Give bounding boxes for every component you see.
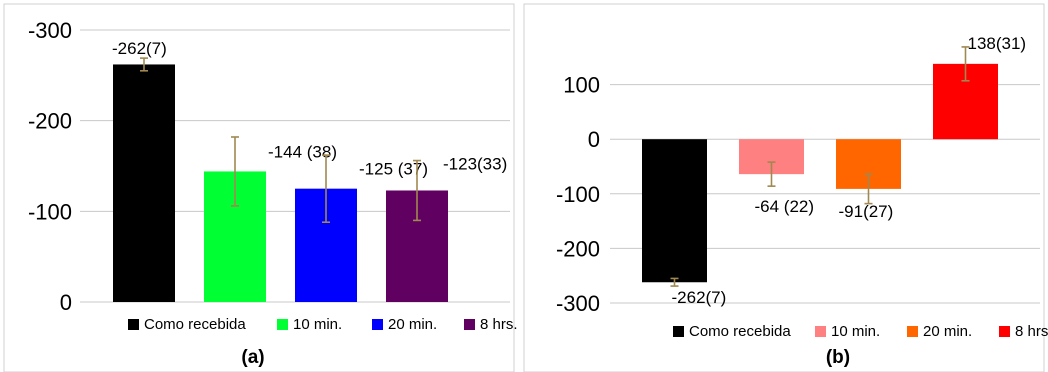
- legend-label: 8 hrs.: [480, 316, 518, 333]
- error-bar: [413, 159, 421, 222]
- data-label: -262(7): [112, 39, 167, 58]
- legend-swatch: [815, 326, 826, 337]
- legend-swatch: [277, 319, 288, 330]
- y-tick-label: -200: [28, 109, 72, 134]
- panel-a: -300 -200 -100 0 -262(7) -144 (38) -125 (37) -1…: [3, 3, 518, 372]
- legend-swatch: [999, 326, 1010, 337]
- data-label: -125 (37): [359, 160, 428, 179]
- y-tick-label: 0: [60, 290, 72, 315]
- y-tick-label: -300: [28, 18, 72, 43]
- y-tick-label: 100: [563, 73, 600, 98]
- panel-label: (b): [826, 347, 850, 368]
- error-bar: [864, 173, 873, 205]
- y-tick-label: -200: [556, 236, 600, 261]
- y-tick-label: -300: [556, 291, 600, 316]
- legend-swatch: [464, 319, 475, 330]
- data-label: 138(31): [968, 34, 1027, 53]
- legend-swatch: [673, 326, 684, 337]
- legend-label: Como recebida: [144, 316, 246, 333]
- data-label: -91(27): [839, 202, 894, 221]
- legend-label: 20 min.: [923, 323, 972, 340]
- data-label: -64 (22): [755, 197, 815, 216]
- data-label: -123(33): [443, 154, 507, 173]
- panel-b: -300 -200 -100 0 100 -262(7) -64 (22) -91(27) 13…: [523, 3, 1048, 372]
- error-bar: [670, 277, 679, 287]
- data-label: -144 (38): [268, 142, 337, 161]
- legend-swatch: [372, 319, 383, 330]
- error-bar: [767, 161, 776, 187]
- data-label: -262(7): [672, 288, 727, 307]
- panel-label: (a): [241, 347, 264, 368]
- error-bar: [231, 136, 239, 207]
- legend-swatch: [128, 319, 139, 330]
- error-bar: [961, 46, 970, 82]
- legend-label: 20 min.: [388, 316, 437, 333]
- y-tick-label: 0: [588, 127, 600, 152]
- y-tick-label: -100: [556, 182, 600, 207]
- legend: Como recebida 10 min. 20 min. 8 hrs.: [673, 323, 1048, 340]
- legend: Como recebida 10 min. 20 min. 8 hrs.: [128, 316, 518, 333]
- y-tick-label: -100: [28, 199, 72, 224]
- legend-label: 10 min.: [293, 316, 342, 333]
- legend-label: 8 hrs.: [1015, 323, 1048, 340]
- legend-label: 10 min.: [831, 323, 880, 340]
- legend-swatch: [907, 326, 918, 337]
- error-bar: [322, 154, 330, 224]
- bar: [642, 139, 707, 283]
- error-bar: [140, 57, 148, 72]
- bar: [113, 64, 175, 302]
- legend-label: Como recebida: [689, 323, 791, 340]
